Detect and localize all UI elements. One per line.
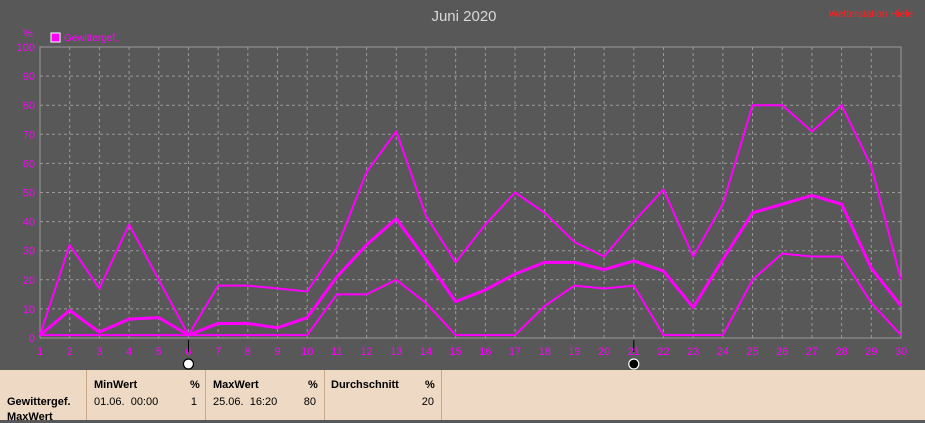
x-tick-label: 18 <box>539 346 551 358</box>
x-tick-label: 17 <box>509 346 521 358</box>
x-tick-label: 23 <box>687 346 699 358</box>
x-tick-label: 22 <box>657 346 669 358</box>
y-axis-unit: % <box>23 28 33 40</box>
x-tick-label: 13 <box>390 346 402 358</box>
stats-avg-value: 20 <box>421 396 434 408</box>
x-tick-label: 14 <box>420 346 432 358</box>
x-tick-label: 26 <box>776 346 788 358</box>
x-tick-label: 20 <box>598 346 610 358</box>
y-tick-label: 40 <box>23 217 35 229</box>
series-line-min <box>40 252 902 337</box>
legend-label: Gewittergef. <box>64 33 118 44</box>
x-tick-label: 10 <box>301 346 313 358</box>
y-tick-label: 0 <box>29 333 35 345</box>
x-tick-label: 1 <box>37 346 43 358</box>
stats-row-label-2: MaxWert <box>7 411 53 423</box>
x-tick-label: 9 <box>274 346 280 358</box>
x-tick-label: 12 <box>360 346 372 358</box>
x-tick-label: 3 <box>96 346 102 358</box>
y-tick-label: 100 <box>17 42 35 54</box>
x-tick-label: 30 <box>895 346 907 358</box>
series-layer <box>39 104 903 337</box>
y-tick-label: 50 <box>23 188 35 200</box>
x-tick-label: 25 <box>746 346 758 358</box>
station-name: Wetterstation Hiele <box>829 9 914 20</box>
chart-title: Juni 2020 <box>431 8 496 25</box>
stats-min-date: 01.06. 00:00 <box>94 396 159 408</box>
y-tick-label: 90 <box>23 71 35 83</box>
new-moon-icon <box>628 358 640 370</box>
stats-max-unit: % <box>308 379 318 391</box>
stats-col-min: MinWert % 01.06. 00:00 1 <box>86 370 206 420</box>
stats-min-header: MinWert <box>94 379 138 391</box>
stats-row-label: Gewittergef. <box>7 396 71 408</box>
series-line-max <box>39 104 902 337</box>
x-tick-label: 11 <box>331 346 342 358</box>
x-tick-label: 27 <box>806 346 818 358</box>
grid <box>39 46 902 339</box>
moon-markers <box>182 340 640 370</box>
stats-max-value: 80 <box>303 396 316 408</box>
y-tick-label: 70 <box>23 129 35 141</box>
x-tick-label: 5 <box>156 346 162 358</box>
x-tick-label: 29 <box>865 346 877 358</box>
x-tick-label: 7 <box>215 346 221 358</box>
y-tick-label: 80 <box>23 100 35 112</box>
x-tick-label: 19 <box>568 346 580 358</box>
stats-avg-header: Durchschnitt <box>331 379 399 391</box>
stats-min-value: 1 <box>190 396 197 408</box>
stats-panel: Gewittergef. MaxWert MinWert % 01.06. 00… <box>0 370 925 423</box>
x-tick-label: 24 <box>717 346 729 358</box>
x-tick-label: 2 <box>67 346 73 358</box>
y-tick-label: 30 <box>23 246 35 258</box>
stats-min-unit: % <box>190 379 200 391</box>
chart: Juni 2020 Wetterstation Hiele % Gewitter… <box>17 8 914 370</box>
y-tick-label: 20 <box>23 275 35 287</box>
stats-col-avg: Durchschnitt % 20 <box>324 370 442 420</box>
legend-swatch <box>50 32 61 43</box>
stats-col-max: MaxWert % 25.06. 16:20 80 <box>205 370 325 420</box>
x-axis: 1234567891011121314151617181920212223242… <box>37 346 907 358</box>
stats-max-date: 25.06. 16:20 <box>213 396 278 408</box>
x-tick-label: 15 <box>450 346 462 358</box>
series-line-avg <box>39 193 903 337</box>
stats-row-label-cell: Gewittergef. MaxWert <box>0 370 87 423</box>
y-axis: 0 10 20 30 40 50 60 70 80 90 100 <box>17 42 35 345</box>
x-tick-label: 28 <box>835 346 847 358</box>
full-moon-icon <box>182 358 195 370</box>
x-tick-label: 16 <box>479 346 491 358</box>
y-tick-label: 10 <box>23 304 35 316</box>
y-tick-label: 60 <box>23 158 35 170</box>
x-tick-label: 8 <box>245 346 251 358</box>
stats-max-header: MaxWert <box>213 379 259 391</box>
x-tick-label: 4 <box>126 346 132 358</box>
stats-avg-unit: % <box>425 379 435 391</box>
